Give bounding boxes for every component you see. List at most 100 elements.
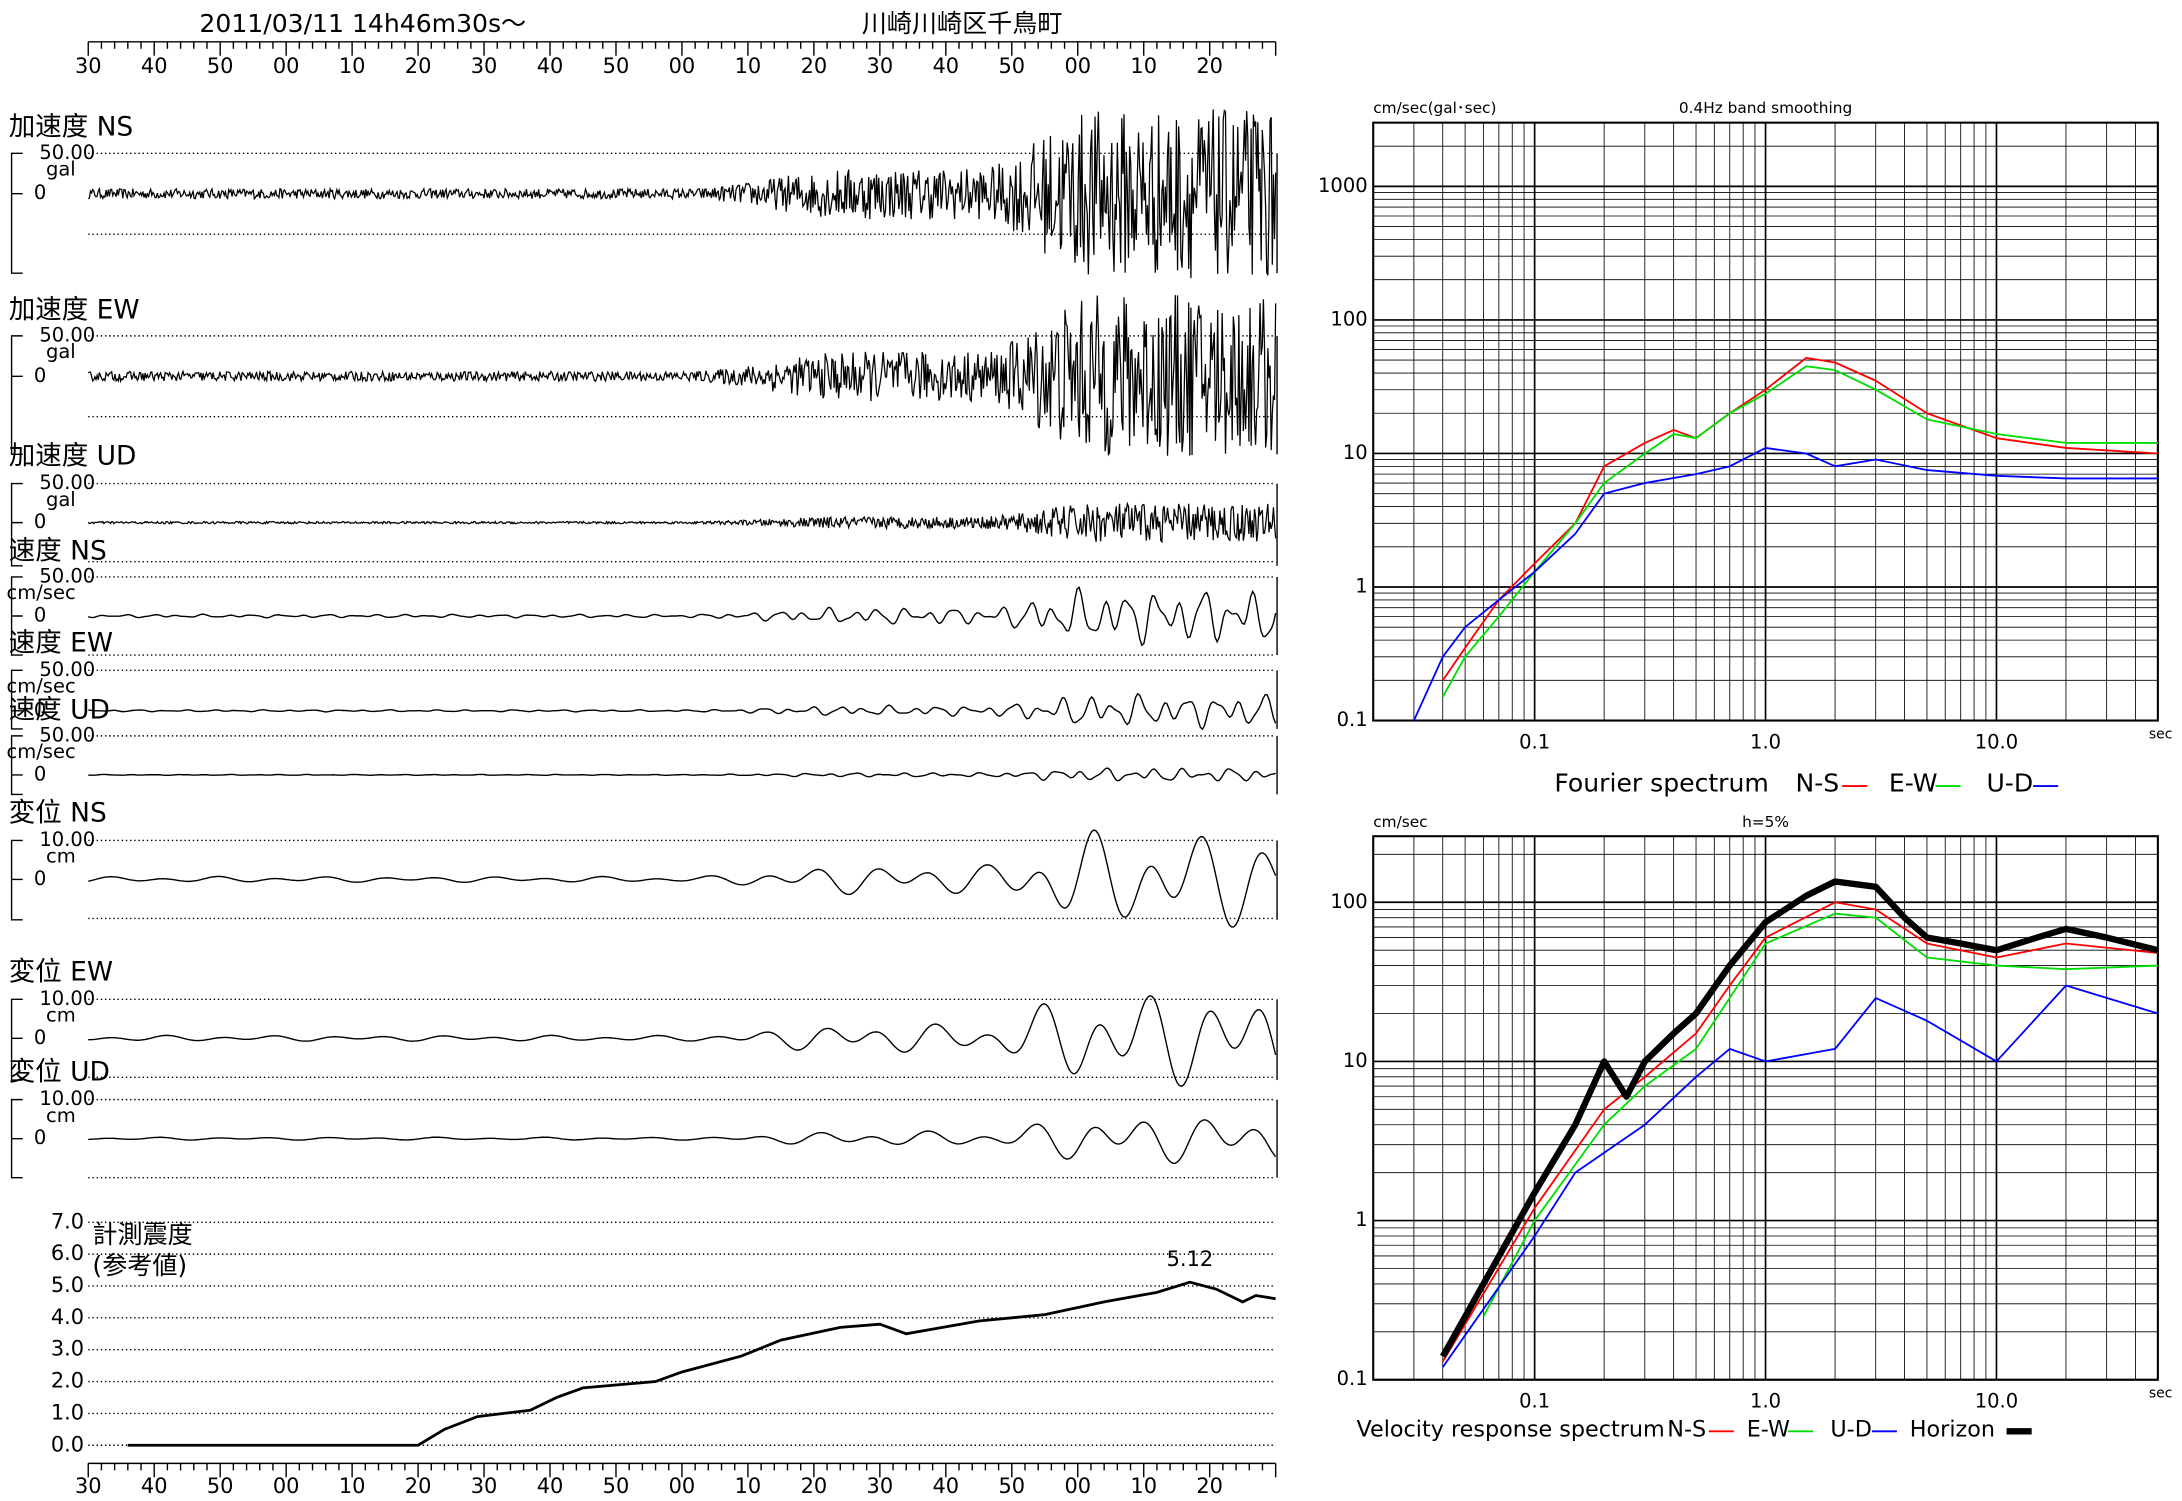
location: 川崎川崎区千鳥町 bbox=[862, 9, 1063, 38]
x-tick-label: 0.1 bbox=[1519, 730, 1550, 753]
y-tick-label: 0.0 bbox=[51, 1432, 84, 1456]
trace-bracket bbox=[10, 152, 23, 274]
trace-scale: 50.00 bbox=[39, 471, 95, 494]
time-label: 40 bbox=[141, 1474, 168, 1498]
waveform-trace bbox=[88, 109, 1277, 279]
waveform-trace bbox=[87, 501, 1277, 544]
series-line bbox=[1413, 447, 2158, 721]
y-tick-label: 1.0 bbox=[51, 1400, 84, 1424]
time-label: 30 bbox=[867, 1474, 894, 1498]
trace-label: 変位 UD bbox=[9, 1057, 110, 1088]
datetime: 2011/03/11 14h46m30s～ bbox=[199, 9, 526, 38]
trace-scale: 50.00 bbox=[39, 323, 95, 346]
intensity-line bbox=[127, 1280, 1276, 1447]
time-label: 50 bbox=[603, 54, 630, 78]
time-label: 50 bbox=[207, 54, 234, 78]
y-tick-label: 10 bbox=[1343, 441, 1368, 464]
time-label: 40 bbox=[933, 54, 960, 78]
time-label: 40 bbox=[933, 1474, 960, 1498]
trace-label: 加速度 UD bbox=[9, 441, 137, 472]
time-label: 00 bbox=[273, 1474, 300, 1498]
y-tick-label: 0.1 bbox=[1337, 1367, 1368, 1390]
trace-unit: cm/sec bbox=[7, 740, 76, 763]
trace-scale: 10.00 bbox=[39, 987, 95, 1010]
trace-label: 速度 NS bbox=[9, 535, 107, 566]
y-tick-label: 0.1 bbox=[1337, 708, 1368, 731]
time-label: 30 bbox=[471, 1474, 498, 1498]
trace-unit: cm bbox=[46, 1104, 76, 1127]
peak-label: 5.12 bbox=[1167, 1247, 1214, 1271]
trace-zero: 0 bbox=[34, 698, 46, 721]
y-tick-label: 6.0 bbox=[51, 1241, 84, 1265]
series-line bbox=[1442, 356, 2158, 681]
time-label: 00 bbox=[669, 54, 696, 78]
time-label: 10 bbox=[339, 54, 366, 78]
time-label: 00 bbox=[669, 1474, 696, 1498]
time-label: 20 bbox=[1196, 54, 1223, 78]
trace-label: 加速度 EW bbox=[9, 294, 140, 325]
chart-title: 計測震度 bbox=[92, 1220, 192, 1249]
time-label: 40 bbox=[537, 1474, 564, 1498]
y-tick-label: 1000 bbox=[1318, 174, 1368, 197]
waveform-trace bbox=[87, 295, 1277, 457]
x-unit: sec bbox=[2149, 726, 2172, 742]
time-label: 40 bbox=[141, 54, 168, 78]
y-unit: cm/sec bbox=[1373, 813, 1427, 831]
time-label: 30 bbox=[75, 54, 102, 78]
x-tick-label: 0.1 bbox=[1519, 1390, 1550, 1413]
trace-scale: 10.00 bbox=[39, 1087, 95, 1110]
y-tick-label: 3.0 bbox=[51, 1337, 84, 1361]
trace-scale: 50.00 bbox=[39, 141, 95, 164]
series-line bbox=[1482, 912, 2158, 1317]
y-tick-label: 100 bbox=[1330, 307, 1367, 330]
y-unit: cm/sec(gal･sec) bbox=[1373, 99, 1496, 117]
trace-bracket bbox=[10, 576, 23, 656]
x-tick-label: 10.0 bbox=[1975, 730, 2018, 753]
series-line bbox=[1440, 878, 2159, 1359]
legend-label: U-D bbox=[1830, 1416, 1872, 1442]
caption: Velocity response spectrum bbox=[1356, 1416, 1664, 1442]
trace-zero: 0 bbox=[34, 1026, 46, 1049]
time-label: 00 bbox=[273, 54, 300, 78]
time-label: 20 bbox=[405, 54, 432, 78]
series-line bbox=[1442, 984, 2159, 1368]
y-tick-label: 7.0 bbox=[51, 1209, 84, 1233]
trace-scale: 10.00 bbox=[39, 828, 95, 851]
trace-bracket bbox=[10, 335, 23, 456]
time-label: 40 bbox=[537, 54, 564, 78]
chart-subtitle: (参考値) bbox=[92, 1251, 187, 1280]
legend-label: E-W bbox=[1747, 1416, 1790, 1442]
waveform-trace bbox=[88, 767, 1276, 782]
trace-bracket bbox=[10, 1098, 23, 1179]
time-label: 10 bbox=[1130, 1474, 1157, 1498]
trace-bracket bbox=[10, 998, 23, 1081]
time-label: 50 bbox=[603, 1474, 630, 1498]
time-label: 30 bbox=[867, 54, 894, 78]
trace-unit: cm bbox=[46, 1003, 76, 1026]
trace-unit: gal bbox=[46, 488, 76, 511]
trace-label: 速度 EW bbox=[9, 627, 113, 658]
trace-bracket bbox=[10, 735, 23, 796]
chart-title: h=5% bbox=[1742, 813, 1789, 831]
y-tick-label: 4.0 bbox=[51, 1305, 84, 1329]
trace-zero: 0 bbox=[34, 867, 46, 890]
time-label: 50 bbox=[998, 1474, 1025, 1498]
time-label: 00 bbox=[1064, 54, 1091, 78]
trace-unit: cm bbox=[46, 845, 76, 868]
y-tick-label: 100 bbox=[1330, 890, 1367, 913]
waveform-trace bbox=[88, 1119, 1277, 1165]
trace-label: 変位 EW bbox=[9, 956, 113, 987]
trace-unit: gal bbox=[46, 340, 76, 363]
legend-label: N-S bbox=[1796, 769, 1840, 798]
legend-label: E-W bbox=[1889, 769, 1938, 798]
trace-label: 加速度 NS bbox=[9, 112, 133, 143]
y-tick-label: 10 bbox=[1343, 1049, 1368, 1072]
waveform-trace bbox=[88, 692, 1277, 731]
trace-zero: 0 bbox=[34, 510, 46, 533]
x-tick-label: 1.0 bbox=[1750, 1390, 1781, 1413]
trace-bracket bbox=[10, 482, 23, 567]
trace-zero: 0 bbox=[34, 762, 46, 785]
time-label: 30 bbox=[471, 54, 498, 78]
trace-unit: gal bbox=[46, 158, 76, 181]
trace-zero: 0 bbox=[34, 604, 46, 627]
